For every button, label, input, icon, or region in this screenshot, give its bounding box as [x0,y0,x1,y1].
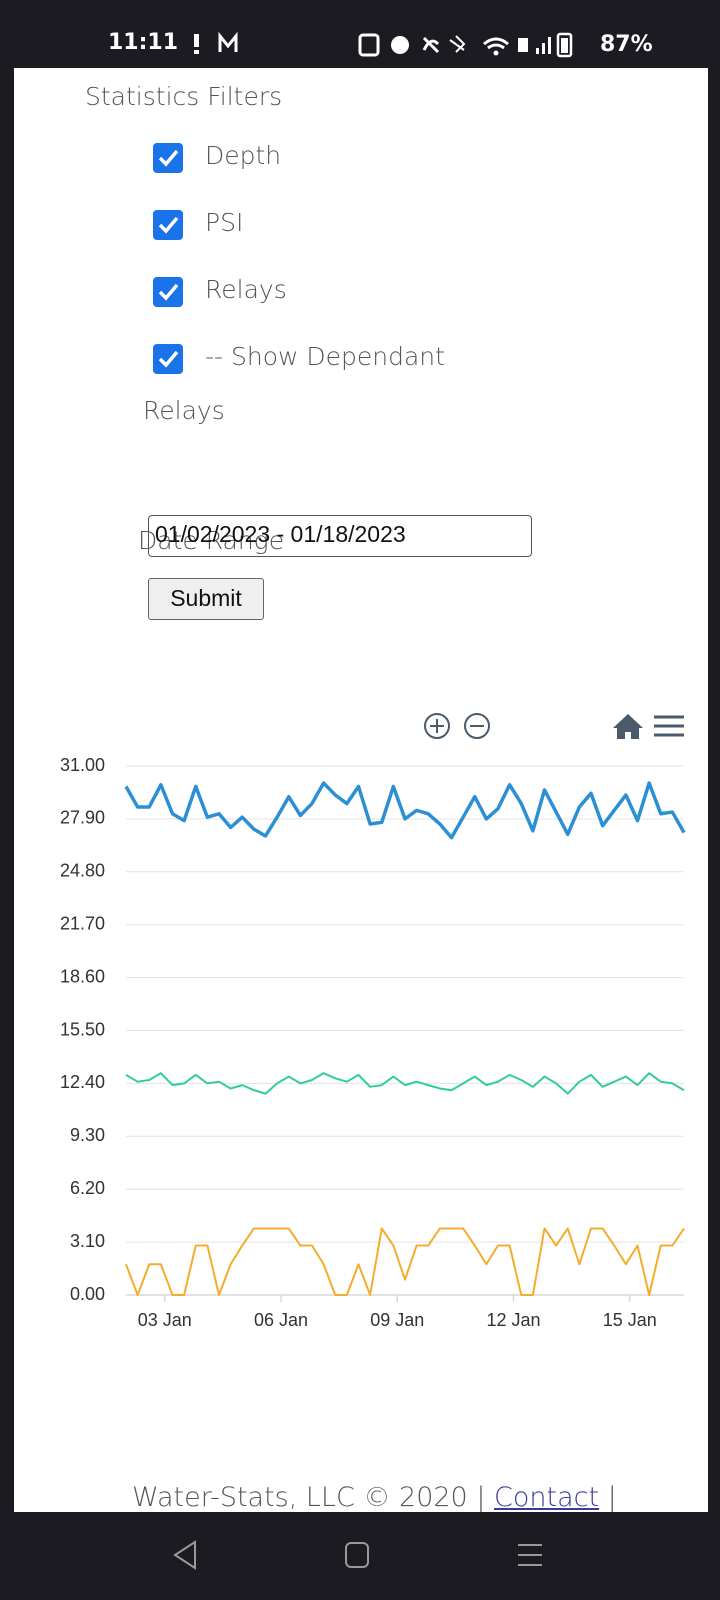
footer-separator: | [607,1482,617,1512]
checkbox-label[interactable]: Relays [143,396,225,425]
y-tick-label: 21.70 [60,913,105,933]
y-tick-label: 12.40 [60,1072,105,1092]
checkbox[interactable] [153,210,183,240]
y-tick-label: 6.20 [70,1178,105,1198]
y-tick-label: 18.60 [60,966,105,986]
zoom-in-button[interactable] [424,713,450,739]
date-range-label: Date Range [138,526,285,555]
x-tick-label: 15 Jan [603,1310,657,1330]
chart: 0.00 3.10 6.20 9.30 12.40 15.50 18.60 21.70 24.8… [60,713,686,1330]
status-bar: 11:11 87% [0,0,720,68]
x-tick-label: 09 Jan [370,1310,424,1330]
footer: Water-Stats, LLC © 2020 | Contact | [132,1482,617,1512]
y-tick-label: 27.90 [60,808,105,828]
check-mark [158,216,179,234]
footer-text: Water-Stats, LLC © 2020 | [132,1482,486,1512]
contact-link[interactable]: Contact [494,1482,600,1512]
chart-menu-button[interactable] [654,715,684,737]
filters-title: Statistics Filters [85,82,283,111]
y-tick-label: 31.00 [60,755,105,775]
series-line [125,1227,685,1296]
y-tick-label: 9.30 [70,1125,105,1145]
zoom-out-button[interactable] [464,713,490,739]
home-button[interactable] [345,1542,369,1568]
check-mark [158,350,179,368]
checkbox-label[interactable]: Depth [205,141,282,170]
y-tick-label: 24.80 [60,861,105,881]
checkbox[interactable] [153,277,183,307]
check-mark [158,283,179,301]
checkbox-label[interactable]: Relays [205,275,287,304]
recents-button[interactable] [518,1544,542,1566]
x-tick-label: 06 Jan [254,1310,308,1330]
battery-level: 87% [600,32,653,57]
series-line [124,781,686,840]
x-tick-label: 12 Jan [486,1310,540,1330]
y-tick-label: 3.10 [70,1231,105,1251]
back-button[interactable] [173,1540,196,1570]
system-icons [358,32,573,58]
x-tick-label: 03 Jan [138,1310,192,1330]
y-tick-label: 15.50 [60,1019,105,1039]
check-mark [158,149,179,167]
y-tick-label: 0.00 [70,1284,105,1304]
web-content: Statistics Filters Depth PSI Relays -- Show… [14,68,708,1512]
notification-icons [194,32,238,54]
series-line [125,1072,685,1095]
checkbox-label[interactable]: -- Show Dependant [205,342,445,371]
date-range-input[interactable]: 01/02/2023 - 01/18/2023 [148,515,532,557]
checkbox[interactable] [153,344,183,374]
submit-button[interactable]: Submit [148,578,264,620]
checkbox[interactable] [153,143,183,173]
clock: 11:11 [108,30,179,55]
reset-zoom-button[interactable] [613,714,643,739]
navigation-bar [173,1540,542,1570]
checkbox-label[interactable]: PSI [205,208,244,237]
